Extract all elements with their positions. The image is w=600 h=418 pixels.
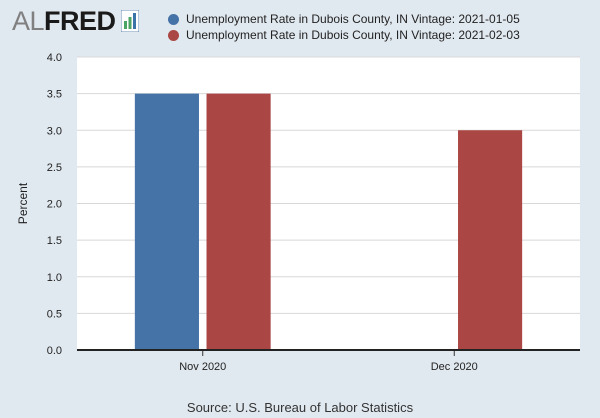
fred-bar-chart-icon — [120, 10, 139, 32]
logo-al: AL — [12, 6, 45, 36]
legend-swatch-series-1 — [168, 13, 179, 25]
bar-chart: 0.0 0.5 1.0 1.5 2.0 2.5 3.0 3.5 4.0 Nov 2020 Dec … — [16, 52, 580, 373]
legend-item-series-2[interactable]: Unemployment Rate in Dubois County, IN V… — [168, 27, 520, 43]
y-tick-label: 1.0 — [47, 272, 62, 284]
y-axis-tick-labels: 0.0 0.5 1.0 1.5 2.0 2.5 3.0 3.5 4.0 — [47, 52, 62, 357]
y-tick-label: 3.0 — [47, 125, 62, 137]
y-tick-label: 4.0 — [47, 52, 62, 64]
legend-label-series-1: Unemployment Rate in Dubois County, IN V… — [186, 12, 520, 26]
y-tick-label: 2.0 — [47, 199, 62, 211]
source-note: Source: U.S. Bureau of Labor Statistics — [186, 400, 414, 415]
bar-series-2[interactable] — [458, 130, 523, 350]
y-tick-label: 3.5 — [47, 89, 62, 101]
chart-legend: Unemployment Rate in Dubois County, IN V… — [168, 11, 520, 43]
y-tick-label: 0.5 — [47, 308, 62, 320]
x-axis-tick-labels: Nov 2020 Dec 2020 — [179, 350, 478, 373]
y-tick-label: 0.0 — [47, 345, 62, 357]
legend-item-series-1[interactable]: Unemployment Rate in Dubois County, IN V… — [168, 11, 520, 27]
y-tick-label: 1.5 — [47, 235, 62, 247]
bars — [134, 93, 523, 350]
logo-fred: FRED — [44, 6, 116, 36]
bar-series-1[interactable] — [134, 93, 199, 350]
logo-text: ALFRED — [12, 6, 116, 36]
bar-series-2[interactable] — [206, 93, 271, 350]
x-tick-label: Dec 2020 — [431, 361, 478, 373]
chart-header: ALFRED Unemployment Rate in Dubois Count… — [0, 0, 600, 48]
x-tick-label: Nov 2020 — [179, 361, 226, 373]
y-axis-title: Percent — [16, 182, 30, 224]
y-tick-label: 2.5 — [47, 162, 62, 174]
alfred-logo[interactable]: ALFRED — [12, 6, 139, 36]
legend-swatch-series-2 — [168, 29, 179, 41]
legend-label-series-2: Unemployment Rate in Dubois County, IN V… — [186, 28, 520, 42]
